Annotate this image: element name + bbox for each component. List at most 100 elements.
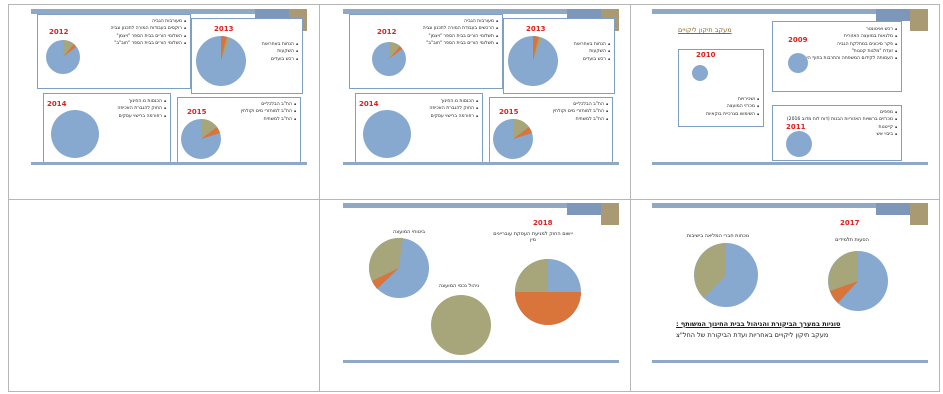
list-item: הרכשים בעבודת המורה לתכנון וגביה [423,25,498,32]
pie-slice [786,131,812,157]
list-item: הת"ב הבלכליים [241,101,296,108]
pie-chart-2012 [372,41,406,76]
list-item: זעדת "מלגות קטנות" [799,48,897,55]
pie-chart-2014 [363,110,411,158]
slide-header-accent [910,203,928,225]
list-item: מכרזים ברשויות האזוריות הבנות (דוח לוח מ… [787,116,897,123]
pie-slice [515,292,581,325]
list-item: השקעות [574,48,610,55]
list-item: הת"ב למוחזרי מים וקולחין [241,108,296,115]
list-item: החוק להגברת האכיפה [117,105,166,112]
pie-chart-insurance [369,237,429,298]
year-label: 2010 [696,51,716,59]
pie-slice [372,268,399,289]
slide-thumbnail-1[interactable]: מעורבות הגביה רוקסים בעבודות המורה לתכנו… [31,9,307,165]
list-item: הת"ב למשתית [553,116,608,123]
pie-slice [828,251,858,291]
year-label: 2015 [187,108,207,116]
slide-header-accent [601,203,619,225]
chart-label: יישום החוק למניעת העסקת עובריינים מין [493,231,573,243]
pie-slice [515,259,548,292]
list-item: ביבוי אש [787,131,897,138]
list-item: רכש בועדים [574,56,610,63]
slide-header-bar [31,9,307,14]
year-label: 2017 [840,219,860,227]
pie-slice [363,110,411,158]
year-label: 2015 [499,108,519,116]
slide-footer-bar [343,162,619,165]
box-2012: מעורבות הגביה הרכשים בעבודת המורה לתכנון… [349,14,503,89]
list-item: רפורמה ברישוי עסקים [117,113,166,120]
list-item: השלומי הורים בבית הספר "חוב"ב" [111,40,186,47]
pie-slice [221,37,230,61]
slide-thumbnail-6[interactable]: 2017 הסעות תלמידים נוכחות חברי המליאה בי… [652,203,928,363]
pie-slice [389,46,402,59]
pie-slice [692,65,708,81]
list-2010: ושכירויות מכרזי המועצה השימוש בצרכיית בו… [706,96,759,118]
list-item: השימוש בצרכיית בוקאיות [706,111,759,118]
list-2015: הת"ב הבלכליים הת"ב למוחזרי מים וקולחין ה… [241,101,296,123]
slide-caption: סוגיות במערך הביקורת והניהול בבית החינוך… [676,320,841,328]
slide-grid-table: מעורבות הגביה רוקסים בעבודות המורה לתכנו… [8,4,940,392]
list-item: ושכירויות [706,96,759,103]
pie-chart-2012 [46,39,80,74]
chart-label: ניהול נכסי המועצה [438,283,480,289]
year-label: 2012 [377,28,397,36]
slide-footer-bar [652,360,928,363]
list-item: פקר סיכונים במחלקת הגביה [799,41,897,48]
pie-chart-attendance [694,243,758,307]
pie-chart-2010 [692,65,708,81]
list-item: קייטנות [787,124,897,131]
slide-thumbnail-5[interactable]: 2018 יישום החוק למניעת העסקת עובריינים מ… [343,203,619,363]
list-item: הכנסות מ.החינוך [117,98,166,105]
list-2014: הכנסות מ.החינוך החוק להגברת האכיפה רפורמ… [117,98,166,120]
grid-divider [319,5,320,391]
list-item: החוק להגברת האכיפה [429,105,478,112]
slide-thumbnail-3[interactable]: מעקב תיקון ליקויים רכש ואינוונטר מלגאות … [652,9,928,165]
slide-title: מעקב תיקון ליקויים [678,26,732,34]
list-item: הת"ב למוחזרי מים וקולחין [553,108,608,115]
list-item: מעורבות הגביה [111,18,186,25]
pie-slice [399,237,403,268]
slide-header-bar [343,9,619,14]
slide-thumbnail-2[interactable]: מעורבות הגביה הרכשים בעבודת המורה לתכנון… [343,9,619,165]
pie-chart-2009 [788,53,808,73]
pie-slice [830,281,858,303]
pie-slice [513,119,529,139]
pie-slice [389,41,400,59]
grid-divider [9,199,939,200]
pie-slice [201,119,217,139]
pie-chart-2013 [196,36,246,86]
slide-header-bar [343,203,619,208]
pie-slice [533,37,542,61]
slide-header-bar [652,203,928,208]
year-label: 2009 [788,36,808,44]
list-item: הנחות באחראות [574,41,610,48]
list-item: תשלומי הורים בבית הספר "חוב"ב" [423,40,498,47]
year-label: 2014 [359,100,379,108]
box-2010: ושכירויות מכרזי המועצה השימוש בצרכיית בו… [678,49,764,127]
pie-chart-2015 [493,119,533,159]
list-2015: הת"ב הבלכליים הת"ב למוחזרי מים וקולחין ה… [553,101,608,123]
list-item: מפפים [787,109,897,116]
year-label: 2012 [49,28,69,36]
pie-chart-2015 [181,119,221,159]
pie-chart-assets [431,295,491,355]
slide-header-accent [910,9,928,31]
pie-slice [533,36,539,61]
pie-chart-2011 [786,131,812,157]
list-item: רכש בועדים [262,56,298,63]
slide-caption: מעקב תיקון ליקויים באחריות ועדת הביקורת … [676,331,829,339]
chart-label: נוכחות חברי המליאה בישיבות [686,233,750,239]
year-label: 2013 [214,25,234,33]
list-2013: הנחות באחראות השקעות רכש בועדים [574,41,610,63]
slide-footer-bar [31,162,307,165]
list-2009: רכש ואינוונטר מלגאות במועצה האזורית פקר … [799,26,897,62]
year-label: 2011 [786,123,806,131]
pie-slice [63,44,76,57]
grid-divider [630,5,631,391]
list-2011: מפפים מכרזים ברשויות האזוריות הבנות (דוח… [787,109,897,138]
pie-slice [221,36,227,61]
pie-chart-transport [828,251,888,311]
list-item: השלומי הורים בבית הספר "ויצמן" [111,33,186,40]
